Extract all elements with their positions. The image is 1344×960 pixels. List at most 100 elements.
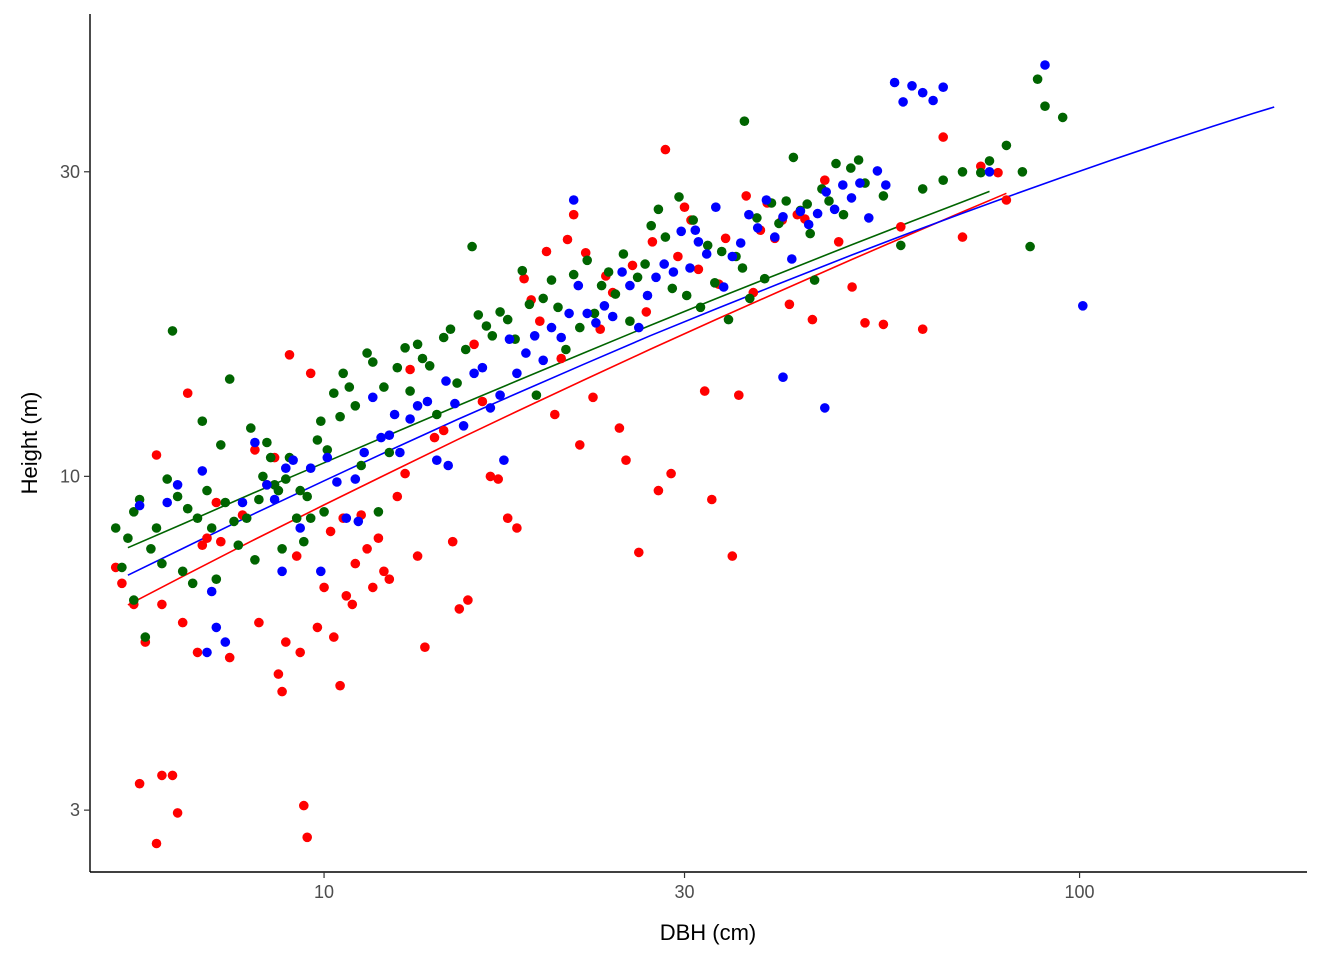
data-point	[846, 163, 856, 173]
data-point	[504, 334, 515, 345]
data-point	[368, 582, 378, 593]
data-point	[667, 283, 678, 294]
data-point	[781, 196, 791, 206]
data-point	[674, 192, 684, 202]
data-point	[660, 232, 671, 242]
data-point	[524, 299, 535, 310]
data-point	[329, 388, 339, 399]
data-point	[538, 355, 548, 366]
data-point	[531, 390, 542, 401]
data-point	[295, 485, 306, 496]
data-point	[734, 390, 744, 401]
y-axis-title: Height (m)	[17, 392, 42, 495]
data-point	[928, 95, 938, 106]
data-point	[778, 372, 788, 383]
data-point	[660, 144, 671, 155]
data-point	[417, 353, 428, 364]
data-point	[302, 832, 313, 843]
data-point	[305, 463, 316, 474]
data-point	[281, 637, 291, 647]
data-point	[976, 167, 986, 178]
data-point	[469, 368, 479, 379]
data-point	[591, 318, 601, 328]
data-point	[129, 595, 139, 605]
data-point	[350, 558, 361, 569]
data-point	[917, 324, 928, 335]
data-point	[984, 156, 995, 166]
data-point	[281, 474, 291, 484]
data-point	[117, 562, 127, 573]
data-point	[896, 240, 906, 251]
data-point	[151, 838, 162, 849]
data-point	[277, 686, 287, 697]
data-point	[206, 523, 217, 533]
data-point	[473, 310, 484, 320]
data-point	[917, 87, 928, 98]
data-point	[737, 263, 748, 273]
data-point	[233, 540, 244, 550]
data-point	[454, 604, 465, 614]
data-point	[392, 491, 403, 502]
data-point	[787, 254, 797, 264]
data-point	[277, 544, 287, 554]
data-point	[167, 770, 178, 781]
data-point	[573, 280, 584, 291]
data-point	[162, 474, 172, 484]
data-point	[123, 533, 133, 543]
data-point	[250, 445, 260, 455]
data-point	[262, 480, 272, 490]
data-point	[727, 551, 738, 561]
data-point	[607, 311, 618, 322]
data-point	[517, 265, 528, 276]
data-point	[432, 455, 442, 466]
data-point	[405, 414, 415, 424]
x-tick-label: 100	[1065, 882, 1095, 902]
data-point	[291, 551, 302, 561]
data-point	[907, 81, 917, 91]
data-point	[1017, 167, 1028, 177]
data-point	[241, 513, 252, 523]
data-point	[846, 193, 857, 203]
data-point	[1001, 195, 1012, 205]
data-point	[295, 647, 306, 658]
data-point	[702, 240, 713, 251]
data-point	[812, 208, 823, 219]
data-point	[838, 209, 849, 220]
data-point	[853, 155, 864, 165]
data-point	[400, 468, 410, 479]
fit-line	[127, 192, 1007, 606]
data-point	[316, 566, 326, 577]
data-point	[172, 480, 183, 490]
data-point	[319, 507, 329, 517]
data-point	[237, 497, 248, 508]
data-point	[807, 314, 818, 325]
data-point	[151, 450, 162, 460]
data-point	[299, 536, 309, 547]
data-point	[353, 516, 364, 527]
data-point	[438, 425, 449, 436]
data-point	[224, 374, 235, 384]
data-point	[847, 282, 857, 292]
data-point	[129, 507, 139, 517]
data-point	[224, 652, 235, 663]
data-point	[368, 357, 378, 367]
data-point	[350, 474, 361, 484]
data-point	[269, 494, 280, 505]
plot-area	[110, 60, 1275, 849]
data-point	[739, 116, 750, 126]
data-point	[395, 447, 405, 458]
data-point	[447, 536, 458, 547]
data-point	[229, 516, 239, 527]
data-point	[379, 566, 389, 577]
data-point	[881, 180, 891, 190]
data-point	[284, 350, 295, 360]
data-point	[325, 526, 336, 537]
data-point	[519, 273, 529, 284]
data-point	[117, 578, 127, 589]
data-point	[580, 248, 591, 258]
data-point	[701, 249, 712, 259]
data-point	[172, 808, 183, 818]
data-point	[299, 800, 309, 811]
data-point	[711, 202, 721, 212]
data-point	[341, 513, 352, 523]
